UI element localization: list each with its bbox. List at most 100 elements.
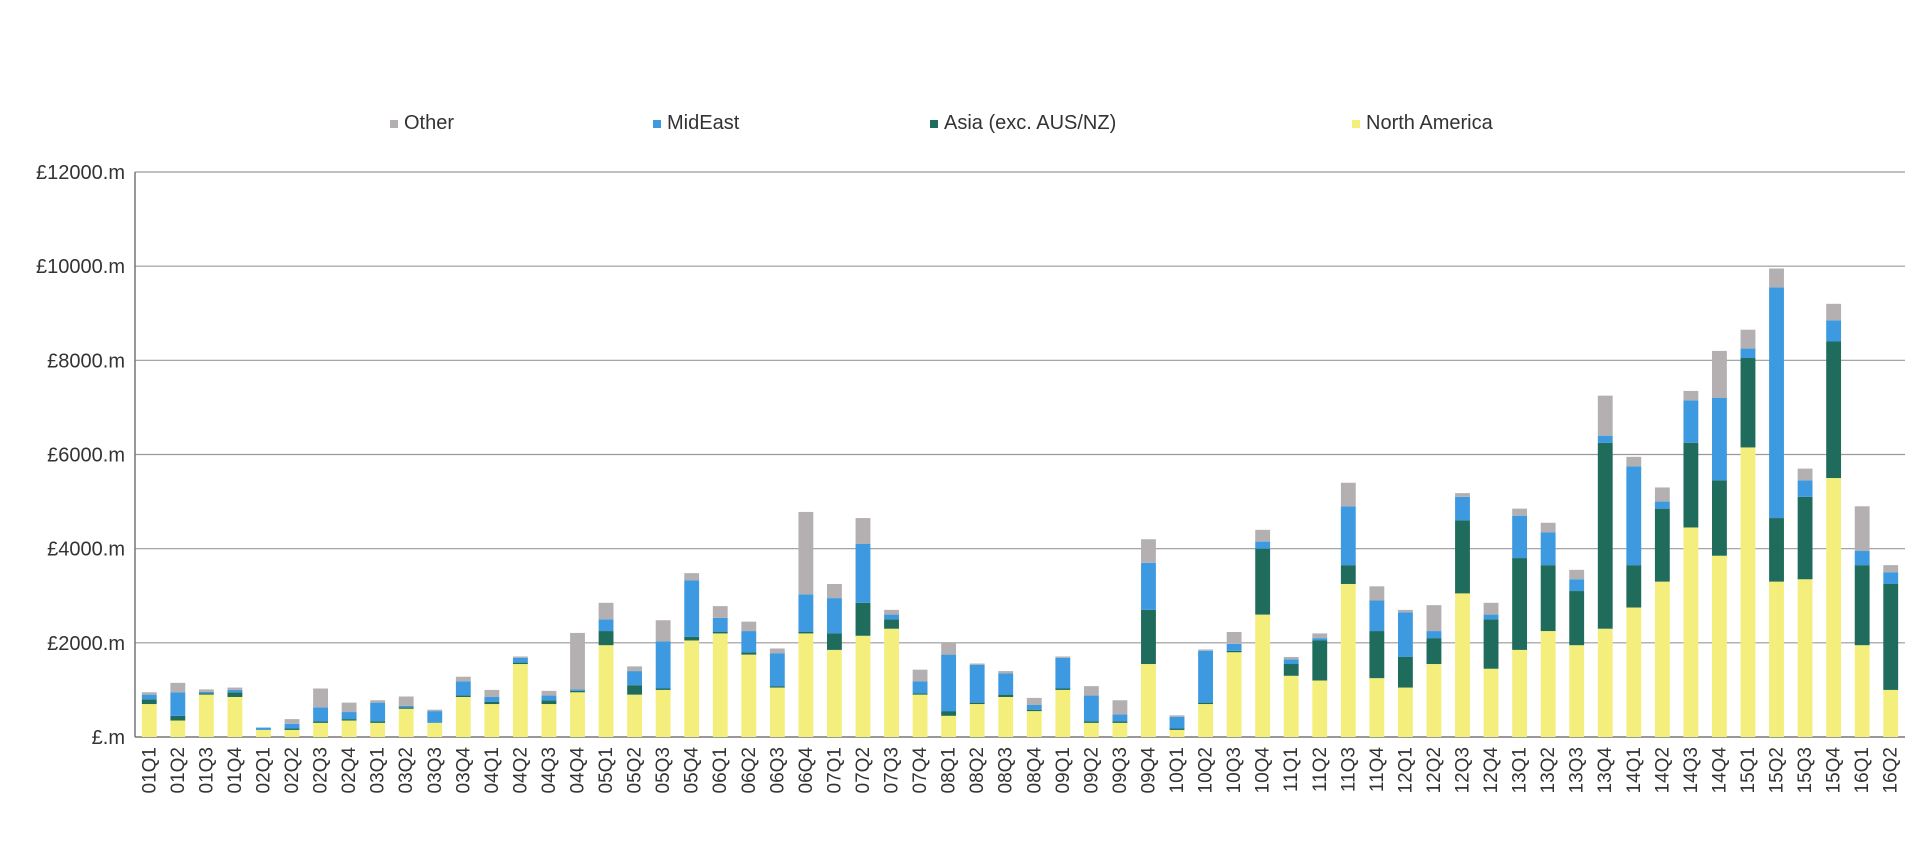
x-tick-label: 13Q4: [1595, 747, 1616, 794]
y-tick-label: £.m: [92, 727, 125, 749]
bar-segment: [141, 694, 157, 700]
bar-segment: [198, 694, 214, 737]
x-tick-label: 03Q1: [368, 747, 389, 793]
bar-segment: [912, 681, 928, 694]
bar-segment: [1169, 715, 1185, 717]
x-tick-label: 12Q3: [1453, 747, 1474, 793]
bar-segment: [769, 653, 785, 687]
x-tick-label: 11Q4: [1367, 747, 1388, 793]
y-tick-label: £6000.m: [47, 445, 125, 467]
bar-segment: [655, 620, 671, 642]
x-tick-label: 02Q1: [253, 747, 274, 793]
x-tick-label: 02Q4: [339, 747, 360, 794]
bar-segment: [1369, 631, 1385, 679]
bar-segment: [455, 676, 471, 682]
bar-segment: [1083, 721, 1099, 723]
bar-segment: [1141, 664, 1156, 737]
x-tick-label: 09Q3: [1110, 747, 1131, 793]
bar-segment: [1255, 529, 1271, 542]
bar-segment: [1769, 287, 1784, 519]
x-tick-label: 07Q2: [853, 747, 874, 793]
bar-segment: [570, 692, 585, 737]
x-tick-label: 09Q4: [1138, 747, 1159, 794]
bar-segment: [912, 694, 928, 737]
bar-segment: [1283, 659, 1299, 665]
bar-segment: [1712, 480, 1727, 556]
bar-segment: [969, 664, 985, 703]
bar-segment: [1455, 593, 1470, 737]
bar-segment: [541, 700, 557, 705]
x-tick-label: 15Q1: [1738, 747, 1759, 793]
bar-segment: [313, 688, 328, 708]
bar-segment: [541, 704, 557, 737]
bar-segment: [912, 693, 928, 695]
x-tick-label: 06Q3: [767, 747, 788, 793]
bar-segment: [313, 707, 328, 722]
bar-segment: [712, 633, 728, 737]
x-tick-label: 10Q1: [1167, 747, 1188, 793]
bar-segment: [884, 619, 899, 629]
x-tick-label: 12Q1: [1395, 747, 1416, 793]
bar-segment: [741, 621, 757, 632]
x-tick-label: 04Q4: [568, 747, 589, 794]
bar-segment: [141, 692, 157, 695]
bar-segment: [1569, 645, 1585, 737]
bar-segment: [512, 657, 528, 663]
bar-segment: [941, 715, 957, 737]
x-tick-label: 16Q1: [1852, 747, 1873, 793]
bar-segment: [1797, 468, 1813, 481]
x-tick-label: 01Q3: [196, 747, 217, 793]
bar-segment: [1512, 558, 1528, 650]
bar-segment: [598, 645, 614, 737]
x-tick-label: 14Q4: [1709, 747, 1730, 794]
bar-segment: [1055, 657, 1071, 689]
bar-segment: [198, 689, 214, 692]
bar-segment: [1141, 609, 1156, 665]
bar-segment: [827, 598, 842, 634]
legend-label-mideast: MidEast: [667, 112, 740, 134]
bar-segment: [1654, 508, 1670, 582]
bar-segment: [1540, 532, 1556, 566]
bar-segment: [455, 696, 471, 737]
bar-segment: [1397, 609, 1413, 613]
x-tick-label: 05Q4: [682, 747, 703, 794]
y-tick-label: £2000.m: [47, 633, 125, 655]
bar-segment: [1397, 656, 1413, 688]
bar-segment: [1312, 640, 1328, 681]
bar-segment: [1169, 716, 1185, 729]
bar-segment: [1083, 722, 1099, 737]
bar-segment: [712, 617, 728, 633]
bar-segment: [855, 518, 871, 544]
bar-segment: [1512, 649, 1528, 737]
bar-segment: [1455, 496, 1470, 521]
bar-segment: [1883, 689, 1899, 737]
bar-segment: [1569, 579, 1585, 592]
bar-segment: [484, 696, 500, 702]
bar-segment: [541, 695, 557, 701]
bar-segment: [1740, 447, 1756, 737]
x-tick-label: 06Q4: [796, 747, 817, 794]
bar-segment: [1654, 501, 1670, 509]
bar-segment: [884, 609, 899, 615]
bar-segment: [427, 722, 443, 737]
bar-segment: [627, 666, 643, 672]
x-tick-label: 11Q2: [1310, 747, 1331, 792]
bar-segment: [1226, 643, 1242, 651]
bar-segment: [627, 671, 643, 686]
bar-segment: [598, 602, 614, 620]
bar-segment: [227, 689, 243, 693]
bar-segment: [855, 543, 871, 603]
bar-segment: [398, 707, 414, 709]
x-tick-label: 15Q3: [1795, 747, 1816, 793]
bar-segment: [227, 696, 243, 737]
bar-segment: [655, 688, 671, 690]
bar-segment: [1312, 638, 1328, 641]
bar-segment: [170, 682, 186, 693]
bar-segment: [1626, 466, 1642, 566]
x-tick-label: 12Q4: [1481, 747, 1502, 794]
x-tick-label: 14Q2: [1652, 747, 1673, 793]
legend-swatch-north-america: [1352, 119, 1360, 128]
bar-segment: [398, 705, 414, 708]
